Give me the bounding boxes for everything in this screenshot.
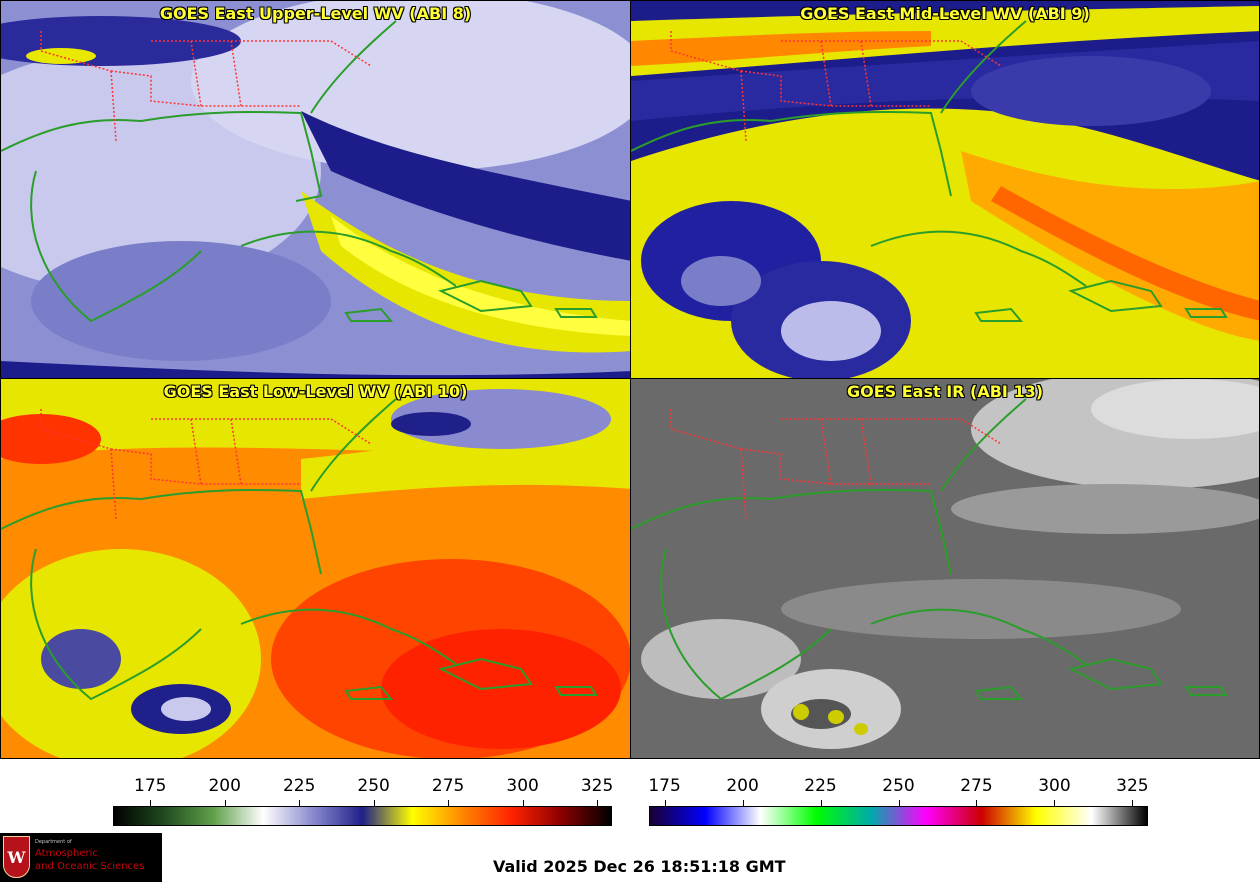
panel-low-level-wv: GOES East Low-Level WV (ABI 10) [0, 378, 631, 759]
ir-tick-mark [976, 800, 978, 806]
ir-tick-label: 225 [804, 776, 837, 796]
panel-title: GOES East Mid-Level WV (ABI 9) [800, 4, 1090, 23]
ir-tick-mark [664, 800, 666, 806]
wv-tick-mark [597, 800, 599, 806]
wv-tick-label: 175 [134, 776, 167, 796]
panel-title: GOES East IR (ABI 13) [846, 382, 1044, 401]
low-level-wv-image [1, 379, 630, 758]
valid-time: Valid 2025 Dec 26 18:51:18 GMT [493, 857, 786, 876]
ir-tick-label: 175 [648, 776, 681, 796]
wv-colorbar [113, 806, 612, 826]
ir-tick-label: 275 [960, 776, 993, 796]
ir-tick-label: 200 [726, 776, 759, 796]
panel-mid-level-wv: GOES East Mid-Level WV (ABI 9) [630, 0, 1260, 379]
ir-tick-mark [1054, 800, 1056, 806]
ir-tick-mark [898, 800, 900, 806]
ir-image [631, 379, 1259, 758]
logo-line1: Atmospheric [35, 848, 98, 859]
ir-tick-label: 250 [882, 776, 915, 796]
wv-tick-label: 275 [431, 776, 465, 796]
ir-tick-label: 300 [1038, 776, 1071, 796]
ir-tick-mark [742, 800, 744, 806]
panel-title: GOES East Upper-Level WV (ABI 8) [159, 4, 472, 23]
upper-level-wv-image [1, 1, 630, 378]
wv-tick-mark [448, 800, 450, 806]
panel-title: GOES East Low-Level WV (ABI 10) [163, 382, 468, 401]
wv-tick-mark [224, 800, 226, 806]
wv-tick-label: 200 [208, 776, 241, 796]
wv-tick-mark [522, 800, 524, 806]
wv-tick-label: 250 [357, 776, 390, 796]
uw-crest-icon: W [3, 836, 30, 878]
ir-tick-label: 325 [1116, 776, 1149, 796]
wv-tick-label: 300 [506, 776, 539, 796]
mid-level-wv-image [631, 1, 1259, 378]
panel-ir: GOES East IR (ABI 13) [630, 378, 1260, 759]
panel-upper-level-wv: GOES East Upper-Level WV (ABI 8) [0, 0, 631, 379]
ir-tick-mark [1132, 800, 1134, 806]
logo-line2: and Oceanic Sciences [35, 861, 145, 872]
aos-logo: W Department of Atmospheric and Oceanic … [0, 833, 162, 882]
wv-tick-label: 225 [282, 776, 316, 796]
wv-tick-mark [299, 800, 301, 806]
ir-colorbar [649, 806, 1148, 826]
logo-department: Department of [35, 839, 72, 845]
wv-tick-mark [373, 800, 375, 806]
wv-tick-label: 325 [580, 776, 614, 796]
wv-tick-mark [150, 800, 152, 806]
ir-tick-mark [820, 800, 822, 806]
